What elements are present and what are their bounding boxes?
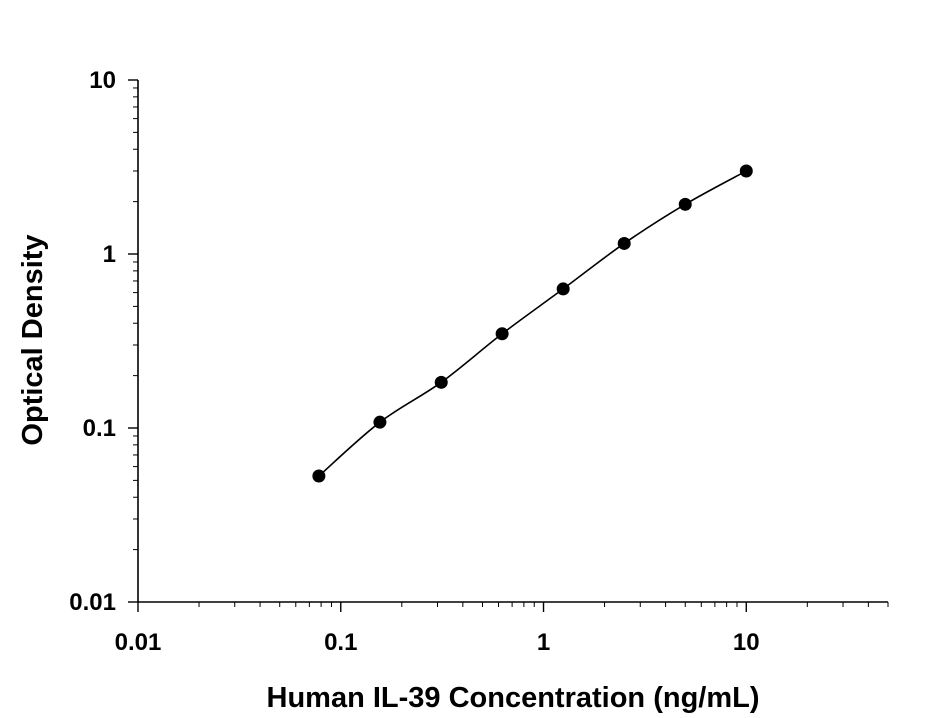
- fit-curve: [318, 170, 747, 477]
- data-point: [739, 164, 753, 178]
- data-point: [373, 415, 387, 429]
- data-point: [495, 327, 509, 341]
- y-axis-title: Optical Density: [17, 234, 49, 445]
- y-tick-label: 10: [89, 67, 116, 94]
- axes: [137, 80, 888, 603]
- tick-labels: 0.01 0.1 1 10 0.01 0.1 1 10: [69, 67, 759, 656]
- y-tick-label: 0.1: [83, 415, 116, 442]
- y-tick-label: 0.01: [69, 589, 116, 616]
- x-tick-label: 1: [537, 629, 550, 656]
- y-tick-label: 1: [103, 241, 116, 268]
- data-point: [556, 282, 570, 296]
- data-points: [312, 164, 753, 483]
- data-point: [434, 375, 448, 389]
- x-tick-label: 10: [733, 629, 760, 656]
- x-tick-label: 0.1: [324, 629, 357, 656]
- data-point: [678, 197, 692, 211]
- data-point: [312, 469, 326, 483]
- data-point: [617, 236, 631, 250]
- x-tick-label: 0.01: [115, 629, 162, 656]
- x-axis-title: Human IL-39 Concentration (ng/mL): [267, 682, 760, 714]
- ticks: [128, 79, 889, 612]
